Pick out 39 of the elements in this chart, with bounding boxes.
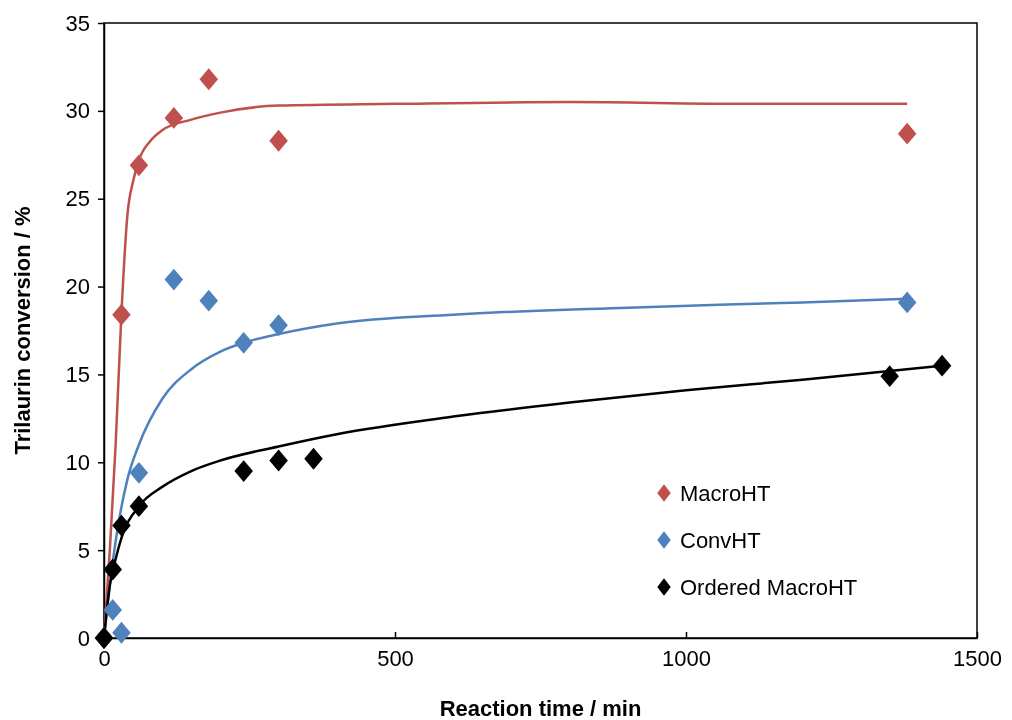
point [269, 129, 288, 152]
y-tick-label: 35 [65, 10, 90, 36]
point [234, 331, 253, 354]
y-tick-label: 20 [65, 274, 90, 300]
legend-label: MacroHT [680, 481, 771, 506]
y-tick-label: 5 [77, 537, 90, 563]
y-axis-title: Trilaurin conversion / % [10, 206, 35, 455]
point [112, 621, 131, 644]
point [269, 314, 288, 337]
point [234, 460, 253, 482]
point [129, 154, 149, 177]
y-tick-label: 30 [65, 98, 90, 124]
x-tick-label: 500 [377, 645, 414, 671]
point [269, 449, 288, 472]
point [164, 106, 184, 129]
x-tick-label: 0 [98, 645, 111, 671]
point [199, 68, 219, 91]
point [103, 558, 122, 581]
x-tick-label: 1000 [662, 645, 711, 671]
point [199, 289, 219, 312]
point [304, 447, 323, 470]
y-tick-label: 0 [77, 625, 90, 651]
y-tick-label: 15 [65, 361, 90, 387]
x-axis-title: Reaction time / min [439, 696, 642, 720]
x-tick-label: 1500 [953, 645, 1002, 671]
point [880, 365, 899, 388]
legend-label: Ordered MacroHT [680, 575, 858, 600]
point [112, 303, 131, 326]
legend-label: ConvHT [680, 528, 761, 553]
point [103, 598, 122, 621]
point [897, 291, 917, 314]
y-tick-label: 25 [65, 186, 90, 212]
point [112, 514, 131, 537]
point [897, 122, 917, 145]
y-tick-label: 10 [65, 449, 90, 475]
point [129, 495, 149, 518]
point [164, 268, 184, 291]
point [932, 354, 952, 377]
point [129, 461, 149, 484]
